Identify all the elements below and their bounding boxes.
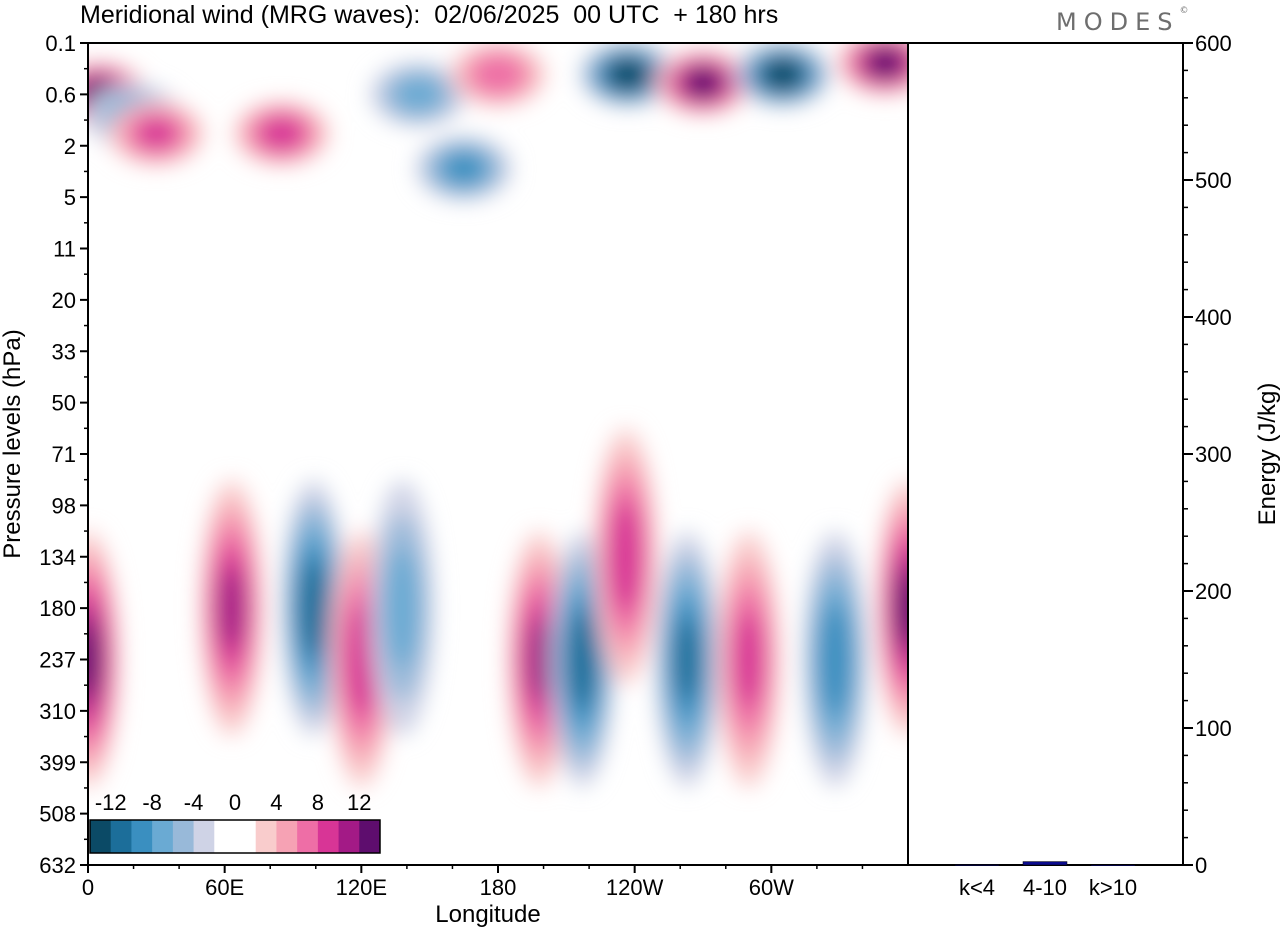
y-tick-label: 5 [64, 185, 76, 210]
colorbar-swatch [255, 820, 277, 853]
y-tick-label: 11 [53, 237, 76, 262]
wind-contour-10-12 [867, 47, 904, 78]
y-tick-label: 50 [52, 391, 76, 416]
colorbar-tick-label: 8 [312, 790, 324, 815]
energy-category-label: 4-10 [1023, 875, 1067, 900]
y-tick-label: 134 [39, 545, 76, 570]
colorbar-swatch [152, 820, 174, 853]
field-blobs [88, 43, 908, 788]
y-tick-label: 98 [52, 493, 76, 518]
colorbar-swatch [110, 820, 132, 853]
colorbar: -12 -8 -4 0 4 8 12 [89, 790, 381, 854]
wind-contour-7-14 [613, 61, 643, 88]
x-tick-label: 0 [82, 875, 94, 900]
y-tick-label: 310 [39, 699, 76, 724]
y-tick-label: 0.6 [45, 82, 76, 107]
x-tick-label: 120W [606, 875, 664, 900]
wind-contour-15-6 [385, 548, 420, 668]
y-tick-label: 632 [39, 853, 76, 878]
colorbar-swatch [235, 820, 257, 853]
wind-contour-3-8 [258, 115, 305, 152]
energy-tick-label: 200 [1195, 579, 1232, 604]
y-axis-title: Pressure levels (hPa) [0, 329, 26, 558]
chart-title: Meridional wind (MRG waves): 02/06/2025 … [80, 1, 779, 29]
wind-contour-20-8 [733, 611, 764, 708]
wind-contour-4-6 [394, 76, 443, 113]
energy-category-label: k<4 [959, 875, 995, 900]
colorbar-swatch [317, 820, 340, 853]
y-tick-label: 180 [39, 596, 76, 621]
y-tick-label: 0.1 [45, 31, 76, 56]
axes: 0.1 0.6 2 5 11 20 33 50 71 98 134 180 237 310 399 508 63… [0, 31, 909, 928]
energy-tick-label: 400 [1195, 305, 1232, 330]
x-axis-title: Longitude [435, 901, 540, 928]
colorbar-tick-label: -12 [95, 790, 127, 815]
colorbar-swatch [214, 820, 236, 853]
colorbar-swatch [276, 820, 298, 853]
energy-axis-title: Energy (J/kg) [1254, 383, 1280, 526]
wind-contour-6-6 [471, 54, 525, 95]
wind-contour-5-8 [443, 152, 484, 185]
energy-tick-label: 0 [1195, 853, 1207, 878]
colorbar-tick-label: 12 [347, 790, 371, 815]
energy-bar [1090, 864, 1136, 866]
energy-tick-label: 600 [1195, 31, 1232, 56]
colorbar-frame [89, 819, 381, 854]
wind-contour-17-10 [567, 611, 597, 708]
colorbar-swatch [359, 820, 381, 853]
colorbar-tick-label: 0 [229, 790, 241, 815]
colorbar-swatch [131, 820, 153, 853]
energy-tick-label: 300 [1195, 442, 1232, 467]
energy-tick-label: 500 [1195, 168, 1232, 193]
colorbar-swatch [297, 820, 319, 853]
y-tick-label: 33 [52, 339, 76, 364]
wind-contour-16-10 [525, 618, 553, 701]
colorbar-swatch [90, 820, 112, 853]
energy-tick-label: 100 [1195, 716, 1232, 741]
wind-contour-18-8 [609, 500, 642, 613]
energy-panel: 0 100 200 300 400 500 600 Energy (J/kg) k<4 4-10 k… [908, 31, 1280, 900]
wind-contour-11-12 [88, 623, 100, 696]
energy-category-label: k>10 [1089, 875, 1137, 900]
wind-contour-9-14 [768, 61, 798, 88]
y-tick-label: 2 [64, 134, 76, 159]
y-tick-label: 71 [52, 442, 76, 467]
wind-contour-19-10 [673, 618, 701, 701]
colorbar-swatch [193, 820, 215, 853]
x-tick-label: 180 [480, 875, 517, 900]
y-tick-label: 508 [39, 802, 76, 827]
energy-bar [1022, 861, 1068, 866]
colorbar-tick-label: -8 [142, 790, 162, 815]
wind-contour-13-10 [298, 560, 329, 657]
x-tick-label: 60E [205, 875, 244, 900]
modes-logo: MODES© [1056, 6, 1189, 36]
wind-contour-8-12 [685, 67, 721, 98]
colorbar-tick-label: 4 [270, 790, 282, 815]
wind-contour-2-8 [136, 117, 177, 150]
x-tick-label: 120E [336, 875, 387, 900]
y-tick-label: 237 [39, 648, 76, 673]
colorbar-tick-label: -4 [184, 790, 204, 815]
wind-contour-14-8 [344, 603, 378, 716]
colorbar-swatch [172, 820, 195, 853]
wind-field [88, 43, 908, 788]
y-tick-label: 399 [39, 750, 76, 775]
wind-contour-21-8 [818, 603, 852, 716]
x-tick-label: 60W [749, 875, 794, 900]
colorbar-swatch [338, 820, 360, 853]
wind-contour-22-12 [896, 572, 908, 644]
energy-bar [954, 864, 1000, 866]
wind-contour-12-10 [218, 567, 245, 649]
y-tick-label: 20 [52, 288, 76, 313]
